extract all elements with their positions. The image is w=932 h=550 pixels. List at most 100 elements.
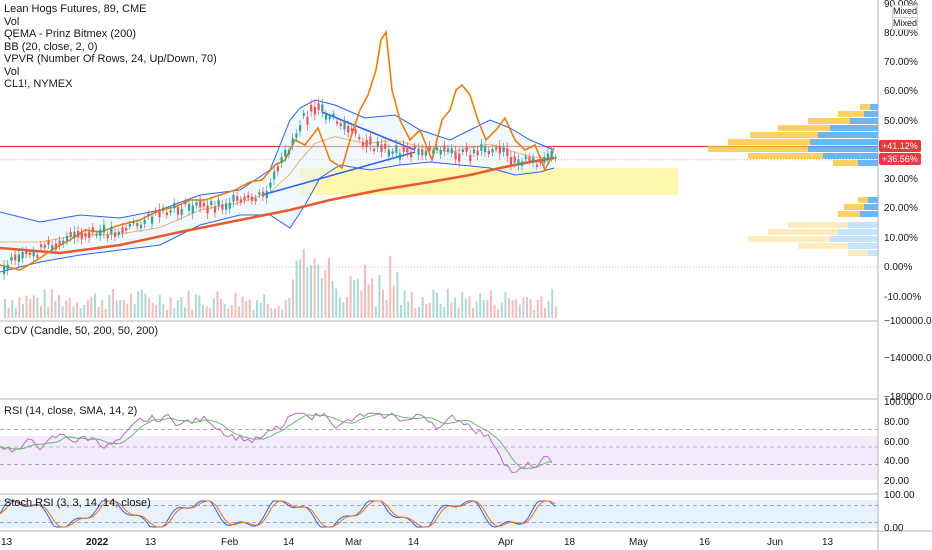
price-axis-label: 30.00% xyxy=(884,174,918,185)
volume-bar xyxy=(367,284,370,318)
candle-body xyxy=(110,226,113,235)
volume-profile-bar xyxy=(864,204,878,210)
legend-bb[interactable]: BB (20, close, 2, 0) xyxy=(4,40,98,53)
candle-body xyxy=(461,149,464,153)
candle-body xyxy=(40,244,43,248)
candle-body xyxy=(6,264,9,271)
candle-body xyxy=(321,104,324,112)
volume-bar xyxy=(220,299,222,318)
volume-bar xyxy=(29,299,32,318)
candle-body xyxy=(476,150,479,156)
volume-bar xyxy=(317,264,320,318)
candle-body xyxy=(502,147,505,153)
volume-profile-bar xyxy=(830,125,878,131)
volume-bar xyxy=(72,306,75,318)
scale-mode-dropdown[interactable]: Mixed xyxy=(892,17,918,30)
candle-body xyxy=(402,145,405,152)
rsi-axis-label: 100.00 xyxy=(884,397,915,408)
legend-compare-symbol[interactable]: CL1!, NYMEX xyxy=(4,78,73,90)
candle-body xyxy=(421,149,424,156)
volume-bar xyxy=(83,304,86,318)
candle-body xyxy=(162,207,165,211)
legend-qema[interactable]: QEMA - Prinz Bitmex (200) xyxy=(4,28,137,40)
candle-body xyxy=(10,256,13,261)
candle-body xyxy=(517,159,520,166)
candle-body xyxy=(484,146,487,153)
volume-bar xyxy=(511,299,514,318)
volume-bar xyxy=(371,278,374,318)
volume-bar xyxy=(155,305,158,318)
volume-bar xyxy=(119,300,122,318)
time-axis-label: 14 xyxy=(283,537,295,548)
legend-vol-2[interactable]: Vol xyxy=(4,65,20,78)
candle-body xyxy=(250,196,254,201)
candle-body xyxy=(199,200,202,208)
candle-body xyxy=(54,243,57,250)
volume-profile-bar xyxy=(858,197,868,203)
volume-bar xyxy=(385,299,388,318)
volume-bar xyxy=(342,302,345,318)
candle-body xyxy=(354,129,357,134)
legend-symbol[interactable]: Lean Hogs Futures, 89, CME xyxy=(4,3,147,15)
volume-bar xyxy=(205,306,208,318)
candle-body xyxy=(424,150,427,156)
volume-profile-bar xyxy=(708,146,808,152)
rsi-sma-line xyxy=(0,413,553,470)
volume-bar xyxy=(54,300,57,318)
volume-bar xyxy=(144,293,147,318)
volume-profile-bar xyxy=(748,153,823,159)
rsi-legend[interactable]: RSI (14, close, SMA, 14, 2) xyxy=(4,405,138,417)
legend-vol[interactable]: Vol xyxy=(4,15,20,28)
volume-bar xyxy=(529,299,532,318)
volume-bar xyxy=(137,291,140,318)
volume-bar xyxy=(331,280,334,318)
candle-body xyxy=(343,121,346,130)
candle-body xyxy=(114,232,117,237)
time-axis-label: 2022 xyxy=(86,537,109,548)
candle-body xyxy=(188,203,191,211)
candle-body xyxy=(439,150,442,155)
legend-vpvr[interactable]: VPVR (Number Of Rows, 24, Up/Down, 70) xyxy=(4,53,217,65)
volume-bar xyxy=(410,292,413,318)
volume-bar xyxy=(421,297,424,318)
candle-body xyxy=(361,141,365,147)
price-axis-label: -10.00% xyxy=(884,292,921,303)
candle-body xyxy=(210,201,213,206)
cdv-legend[interactable]: CDV (Candle, 50, 200, 50, 200) xyxy=(4,325,159,337)
volume-bar xyxy=(454,297,456,318)
candle-body xyxy=(491,148,494,153)
candle-body xyxy=(258,192,261,195)
volume-profile-bar xyxy=(823,153,878,159)
candle-body xyxy=(136,223,139,227)
candle-body xyxy=(173,202,176,209)
volume-bar xyxy=(180,297,183,318)
qema-line xyxy=(0,156,555,255)
time-axis-label: Apr xyxy=(498,537,514,548)
price-badge: +41.12% xyxy=(879,140,921,152)
volume-bar xyxy=(94,293,96,318)
candle-body xyxy=(384,143,387,149)
candle-body xyxy=(213,206,217,213)
price-axis-label: 70.00% xyxy=(884,57,918,68)
candle-body xyxy=(262,191,265,197)
candle-body xyxy=(528,156,531,161)
volume-profile-bar xyxy=(798,243,848,249)
volume-bar xyxy=(101,300,104,318)
volume-bar xyxy=(79,308,82,318)
chart-legend[interactable]: Lean Hogs Futures, 89, CME Vol QEMA - Pr… xyxy=(4,3,217,91)
candle-body xyxy=(21,252,24,259)
candle-body xyxy=(313,106,316,115)
volume-bar xyxy=(194,294,197,318)
volume-bar xyxy=(173,308,176,318)
stoch-band xyxy=(0,500,878,528)
volume-bar xyxy=(90,296,93,318)
candle-body xyxy=(3,266,6,275)
candle-body xyxy=(524,156,527,160)
volume-bar xyxy=(346,297,348,318)
candle-body xyxy=(532,157,535,163)
volume-bar xyxy=(259,302,262,318)
stoch-legend[interactable]: Stoch RSI (3, 3, 14, 14, close) xyxy=(4,497,151,509)
volume-bar xyxy=(302,248,305,318)
candle-body xyxy=(406,147,409,153)
